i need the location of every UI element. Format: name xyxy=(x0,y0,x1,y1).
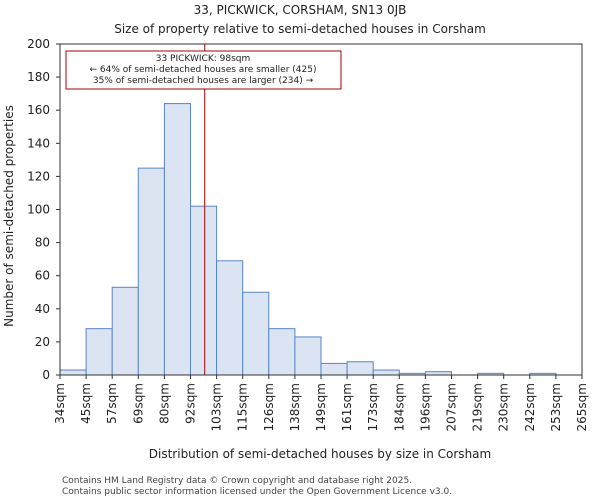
bar-173sqm xyxy=(372,369,400,376)
y-tick-label-180: 180 xyxy=(27,70,50,84)
bar-57sqm xyxy=(111,286,139,376)
y-axis-label: Number of semi-detached properties xyxy=(2,105,16,327)
bar-92sqm xyxy=(190,205,218,376)
bar-45sqm xyxy=(85,328,113,376)
annotation-box: 33 PICKWICK: 98sqm← 64% of semi-detached… xyxy=(65,50,342,90)
x-tick-label-126sqm: 126sqm xyxy=(262,383,276,431)
x-tick-label-196sqm: 196sqm xyxy=(418,383,432,431)
x-tick-label-253sqm: 253sqm xyxy=(549,383,563,431)
y-tick-label-20: 20 xyxy=(35,335,50,349)
y-tick-label-120: 120 xyxy=(27,169,50,183)
bars-group xyxy=(59,103,557,376)
y-tick-label-140: 140 xyxy=(27,136,50,150)
annotation-line-2: ← 64% of semi-detached houses are smalle… xyxy=(90,65,317,75)
x-tick-label-149sqm: 149sqm xyxy=(314,383,328,431)
x-tick-label-115sqm: 115sqm xyxy=(236,383,250,431)
x-ticks-group: 34sqm 45sqm 57sqm 69sqm 80sqm 92sqm 103sqm 115s… xyxy=(53,375,589,431)
bar-149sqm xyxy=(320,362,348,376)
x-tick-label-242sqm: 242sqm xyxy=(523,383,537,431)
x-tick-label-219sqm: 219sqm xyxy=(471,383,485,431)
x-tick-label-207sqm: 207sqm xyxy=(445,383,459,431)
footer-line-1: Contains HM Land Registry data © Crown c… xyxy=(62,476,412,486)
x-tick-label-92sqm: 92sqm xyxy=(184,383,198,424)
x-tick-label-45sqm: 45sqm xyxy=(79,383,93,424)
y-tick-label-160: 160 xyxy=(27,103,50,117)
annotation-line-1: 33 PICKWICK: 98sqm xyxy=(156,54,251,64)
x-tick-label-230sqm: 230sqm xyxy=(497,383,511,431)
x-tick-label-34sqm: 34sqm xyxy=(53,383,67,424)
y-tick-label-0: 0 xyxy=(42,368,50,382)
x-tick-label-138sqm: 138sqm xyxy=(288,383,302,431)
bar-34sqm xyxy=(59,369,87,376)
x-tick-label-161sqm: 161sqm xyxy=(340,383,354,431)
bar-80sqm xyxy=(163,103,191,376)
y-tick-label-40: 40 xyxy=(35,302,50,316)
x-tick-label-103sqm: 103sqm xyxy=(210,383,224,431)
y-tick-label-60: 60 xyxy=(35,269,50,283)
x-axis-label: Distribution of semi-detached houses by … xyxy=(149,447,491,461)
x-tick-label-173sqm: 173sqm xyxy=(366,383,380,431)
x-tick-label-80sqm: 80sqm xyxy=(157,383,171,424)
bar-126sqm xyxy=(268,328,296,376)
x-tick-label-184sqm: 184sqm xyxy=(392,383,406,431)
x-tick-label-57sqm: 57sqm xyxy=(105,383,119,424)
x-tick-label-69sqm: 69sqm xyxy=(131,383,145,424)
bar-161sqm xyxy=(346,361,374,376)
y-tick-label-100: 100 xyxy=(27,203,50,217)
bar-69sqm xyxy=(137,167,165,376)
chart-title: 33, PICKWICK, CORSHAM, SN13 0JB xyxy=(194,3,407,17)
y-tick-label-80: 80 xyxy=(35,236,50,250)
y-ticks-group: 0 20 40 60 80 100 120 140 160 180 200 xyxy=(27,37,60,382)
bar-138sqm xyxy=(294,336,322,376)
bar-115sqm xyxy=(242,291,270,376)
y-tick-label-200: 200 xyxy=(27,37,50,51)
footer-line-2: Contains public sector information licen… xyxy=(62,487,452,497)
bar-103sqm xyxy=(216,260,244,376)
annotation-frame xyxy=(65,50,342,90)
annotation-line-3: 35% of semi-detached houses are larger (… xyxy=(93,76,314,86)
chart-subtitle: Size of property relative to semi-detach… xyxy=(114,22,486,36)
x-tick-label-265sqm: 265sqm xyxy=(575,383,589,431)
